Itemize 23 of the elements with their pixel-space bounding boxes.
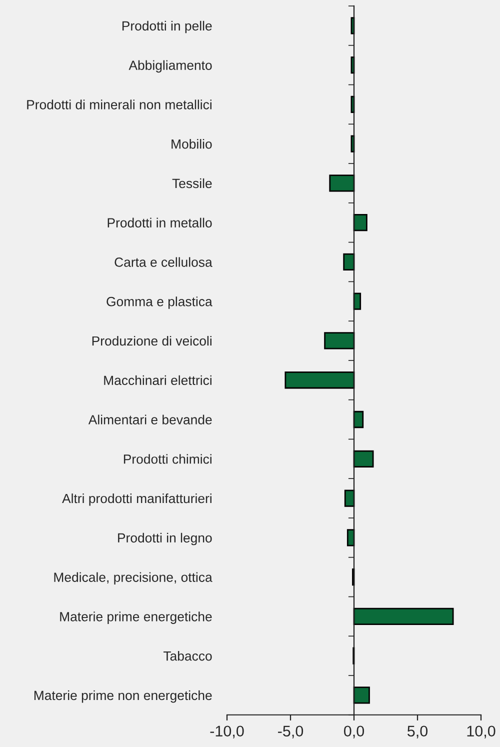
x-tick-label: 0,0	[344, 726, 364, 738]
y-tick-label: Mobilio	[172, 139, 212, 149]
y-tick-label: Materie prime energetiche	[60, 612, 212, 624]
y-tick-label: Prodotti in pelle	[122, 20, 212, 34]
y-tick-label: Prodotti di minerali non metallici	[27, 100, 212, 110]
y-tick-label: Alimentari e bevande	[88, 414, 212, 424]
x-tick-label: 5,0	[407, 726, 428, 738]
y-tick-label: Prodotti in legno	[118, 532, 212, 546]
y-tick-label: Produzione di veicoli	[92, 336, 212, 346]
y-tick-label: Tabacco	[163, 651, 212, 661]
x-tick-label: 10,0	[467, 726, 496, 738]
y-tick-label: Prodotti in metallo	[108, 218, 212, 228]
y-tick-label: Gomma e plastica	[106, 296, 212, 309]
y-tick-label: Abbigliamento	[128, 60, 212, 73]
y-tick-label: Medicale, precisione, ottica	[54, 572, 212, 585]
y-tick-label: Macchinari elettrici	[104, 375, 212, 386]
y-tick-label: Altri prodotti manifatturieri	[62, 493, 212, 506]
y-tick-label: Prodotti chimici	[124, 454, 212, 464]
y-tick-label: Materie prime non energetiche	[34, 690, 212, 703]
y-tick-label: Tessile	[172, 178, 212, 188]
y-tick-label: Carta e cellulosa	[114, 257, 212, 267]
x-tick-label: -10,0	[210, 726, 244, 738]
x-tick-label: -5,0	[278, 726, 304, 738]
